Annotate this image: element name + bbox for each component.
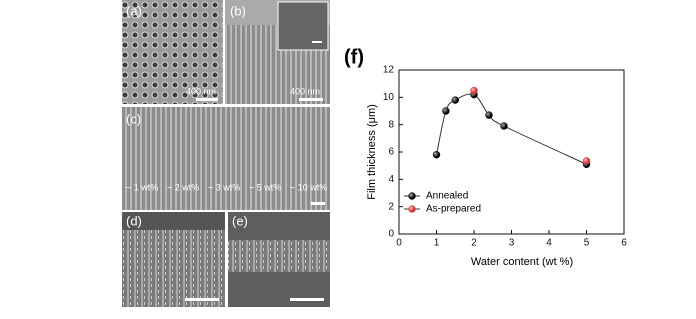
sem-image <box>122 212 225 230</box>
region-label: ~ 1 wt% <box>126 182 158 192</box>
scale-bar <box>311 202 325 205</box>
panel-label: (f) <box>344 46 364 68</box>
x-tick-label: 6 <box>621 238 627 249</box>
x-tick-label: 2 <box>471 238 477 249</box>
y-tick-label: 2 <box>388 201 394 212</box>
data-point <box>442 107 450 115</box>
y-tick-label: 8 <box>388 119 394 130</box>
panel-label: (a) <box>126 3 142 18</box>
x-tick-label: 1 <box>434 238 440 249</box>
data-point <box>432 150 441 159</box>
legend-marker <box>408 205 416 213</box>
x-tick-label: 4 <box>546 238 552 249</box>
data-point <box>582 157 591 165</box>
data-point <box>451 96 459 104</box>
y-tick-label: 10 <box>383 92 395 103</box>
y-tick-label: 4 <box>388 174 394 185</box>
panel-label: (d) <box>126 213 142 228</box>
panel-label: (b) <box>230 3 246 18</box>
scale-label: 400 nm <box>290 86 320 96</box>
legend-label: Annealed <box>426 191 468 202</box>
data-point <box>485 111 493 119</box>
scale-bar <box>290 298 324 301</box>
scale-bar <box>196 98 218 101</box>
x-tick-label: 0 <box>396 238 402 249</box>
legend-marker <box>408 192 416 200</box>
x-axis-label: Water content (wt %) <box>471 256 573 268</box>
data-point <box>500 122 508 130</box>
scale-bar <box>312 41 322 43</box>
sem-panels: (a) (b) (c) (d) (e) 400 nm 400 nm ~ 1 wt… <box>122 0 330 307</box>
y-axis-label: Film thickness (μm) <box>366 104 378 200</box>
y-tick-label: 12 <box>383 65 395 76</box>
scale-bar <box>185 298 219 301</box>
scale-bar <box>299 98 323 101</box>
y-tick-label: 6 <box>388 147 394 158</box>
sem-image <box>122 107 330 210</box>
sem-image <box>228 240 330 272</box>
panel-label: (e) <box>232 213 248 228</box>
region-label: ~ 5 wt% <box>249 182 281 192</box>
scale-label: 400 nm <box>186 86 216 96</box>
x-tick-label: 5 <box>584 238 590 249</box>
region-label: ~ 2 wt% <box>167 182 199 192</box>
sem-image <box>122 0 223 104</box>
legend-label: As-prepared <box>426 204 481 215</box>
x-tick-label: 3 <box>509 238 515 249</box>
region-label: ~ 3 wt% <box>208 182 240 192</box>
data-point <box>470 86 478 95</box>
panel-label: (c) <box>126 111 141 126</box>
y-tick-label: 0 <box>388 229 394 240</box>
region-label: ~ 10 wt% <box>290 182 327 192</box>
fit-line <box>436 93 587 165</box>
